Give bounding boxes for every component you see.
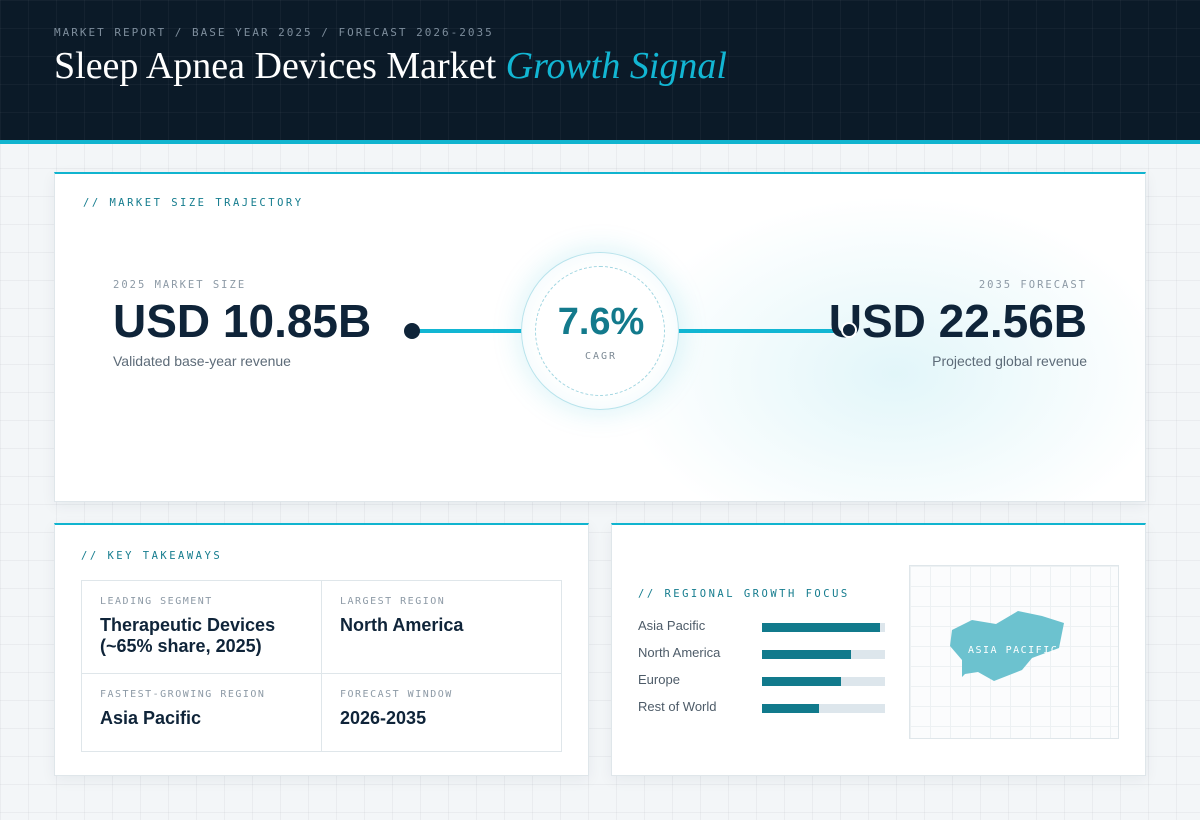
- start-label: 2025 MARKET SIZE: [113, 279, 247, 291]
- key-takeaways-card: // KEY TAKEAWAYS LEADING SEGMENT Therape…: [54, 523, 589, 776]
- region-bar-row: Europe: [638, 672, 886, 688]
- takeaways-grid: LEADING SEGMENT Therapeutic Devices (~65…: [81, 580, 562, 752]
- region-bar-fill: [762, 677, 841, 686]
- takeaway-cell: LARGEST REGION North America: [322, 581, 562, 674]
- asia-pacific-map-icon: [950, 611, 1064, 681]
- region-bar-row: North America: [638, 645, 886, 661]
- takeaway-cell: FASTEST-GROWING REGION Asia Pacific: [82, 674, 322, 751]
- start-value: USD 10.85B: [113, 295, 372, 347]
- end-value: USD 22.56B: [828, 295, 1087, 347]
- region-bar-track: [762, 704, 885, 713]
- cagr-value: 7.6%: [557, 301, 645, 343]
- takeaway-value: North America: [340, 615, 464, 635]
- region-bar-fill: [762, 704, 819, 713]
- start-caption: Validated base-year revenue: [113, 353, 291, 369]
- regional-growth-card: // REGIONAL GROWTH FOCUS Asia Pacific No…: [611, 523, 1146, 776]
- takeaway-value: 2026-2035: [340, 708, 427, 728]
- takeaway-cell: FORECAST WINDOW 2026-2035: [322, 674, 562, 751]
- takeaway-cell: LEADING SEGMENT Therapeutic Devices (~65…: [82, 581, 322, 674]
- page-title-accent: Growth Signal: [505, 45, 727, 87]
- region-bar-row: Rest of World: [638, 699, 886, 715]
- region-bar-row: Asia Pacific: [638, 618, 886, 634]
- takeaway-value: Asia Pacific: [100, 708, 202, 728]
- end-dot: [841, 322, 857, 338]
- section-label-regional: // REGIONAL GROWTH FOCUS: [638, 588, 850, 600]
- header: MARKET REPORT / BASE YEAR 2025 / FORECAS…: [0, 0, 1200, 144]
- region-bar-fill: [762, 623, 881, 632]
- region-bar-track: [762, 677, 885, 686]
- region-bar-label: Europe: [638, 672, 680, 687]
- takeaway-label: LEADING SEGMENT: [100, 596, 213, 607]
- takeaway-label: FASTEST-GROWING REGION: [100, 689, 266, 700]
- page-title-main: Sleep Apnea Devices Market: [54, 45, 497, 87]
- breadcrumb: MARKET REPORT / BASE YEAR 2025 / FORECAS…: [54, 26, 494, 39]
- region-bar-label: Asia Pacific: [638, 618, 706, 633]
- asia-pacific-shape: [950, 611, 1064, 681]
- takeaway-label: FORECAST WINDOW: [340, 689, 453, 700]
- takeaway-value: Therapeutic Devices (~65% share, 2025): [100, 615, 276, 656]
- section-label-trajectory: // MARKET SIZE TRAJECTORY: [83, 197, 304, 209]
- end-caption: Projected global revenue: [932, 353, 1087, 369]
- region-bar-track: [762, 623, 885, 632]
- region-bar-fill: [762, 650, 851, 659]
- end-label: 2035 FORECAST: [978, 279, 1087, 291]
- section-label-takeaways: // KEY TAKEAWAYS: [81, 550, 223, 562]
- region-bar-track: [762, 650, 885, 659]
- start-dot: [404, 323, 420, 339]
- takeaway-label: LARGEST REGION: [340, 596, 446, 607]
- page-title: Sleep Apnea Devices Market Growth Signal: [54, 44, 727, 88]
- region-bar-label: North America: [638, 645, 721, 660]
- cagr-ring: 7.6% CAGR: [521, 252, 679, 410]
- cagr-inner: 7.6% CAGR: [535, 266, 665, 396]
- forecast-glow: [615, 194, 1145, 501]
- market-size-trajectory-card: // MARKET SIZE TRAJECTORY 2025 MARKET SI…: [54, 172, 1146, 502]
- region-bar-label: Rest of World: [638, 699, 717, 714]
- region-map: ASIA PACIFIC: [909, 565, 1119, 739]
- cagr-label: CAGR: [584, 351, 618, 362]
- map-label: ASIA PACIFIC: [968, 645, 1059, 656]
